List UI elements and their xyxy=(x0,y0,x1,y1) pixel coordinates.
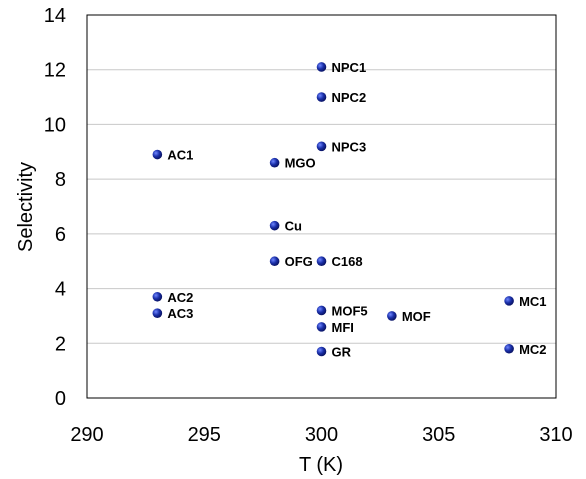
y-tick-label: 10 xyxy=(44,114,66,136)
point-label-ac2: AC2 xyxy=(167,290,193,305)
y-axis-title: Selectivity xyxy=(15,162,37,252)
point-label-ac1: AC1 xyxy=(167,148,193,163)
x-tick-label: 300 xyxy=(305,424,338,446)
data-point-npc2 xyxy=(316,92,327,102)
point-label-gr: GR xyxy=(332,344,352,359)
plot-area-frame xyxy=(86,14,557,399)
y-tick-label: 2 xyxy=(55,333,66,355)
y-tick-label: 4 xyxy=(55,279,66,301)
data-point-mof5 xyxy=(316,305,327,316)
data-point-ac2 xyxy=(152,291,163,302)
point-label-mc1: MC1 xyxy=(519,294,546,309)
data-point-ofg xyxy=(269,256,280,267)
gridlines xyxy=(87,69,556,344)
data-point-mc2 xyxy=(504,343,514,354)
point-label-npc2: NPC2 xyxy=(332,90,367,105)
point-label-ac3: AC3 xyxy=(167,306,193,321)
point-label-c168: C168 xyxy=(332,254,363,269)
y-tick-label: 8 xyxy=(55,169,66,191)
y-tick-label: 12 xyxy=(44,60,66,82)
y-tick-label: 14 xyxy=(44,5,66,27)
point-label-mof5: MOF5 xyxy=(332,303,368,318)
x-tick-label: 295 xyxy=(188,424,221,446)
data-point-ac3 xyxy=(152,308,163,318)
y-tick-label: 0 xyxy=(55,388,66,410)
data-point-npc1 xyxy=(316,62,327,72)
data-point-c168 xyxy=(316,256,327,267)
data-point-gr xyxy=(316,346,327,357)
point-label-mgo: MGO xyxy=(285,156,316,171)
data-point-npc3 xyxy=(316,141,327,152)
point-label-mc2: MC2 xyxy=(519,342,546,357)
point-label-ofg: OFG xyxy=(285,254,313,269)
y-tick-labels: 0 2 4 6 8 10 12 14 xyxy=(44,5,66,410)
x-axis-title: T (K) xyxy=(299,454,343,476)
data-point-mc1 xyxy=(504,296,514,306)
point-label-mfi: MFI xyxy=(332,320,354,335)
x-tick-label: 305 xyxy=(422,424,455,446)
y-tick-label: 6 xyxy=(55,224,66,246)
data-point-mof xyxy=(387,311,397,321)
data-point-mfi xyxy=(316,322,327,332)
point-label-cu: Cu xyxy=(285,219,302,234)
data-points xyxy=(152,62,514,357)
x-tick-label: 310 xyxy=(539,424,572,446)
x-tick-labels: 290 295 300 305 310 xyxy=(70,424,572,446)
point-label-npc3: NPC3 xyxy=(332,139,367,154)
point-label-mof: MOF xyxy=(402,309,431,324)
point-label-npc1: NPC1 xyxy=(332,60,367,75)
x-tick-label: 290 xyxy=(70,424,103,446)
data-point-mgo xyxy=(269,157,280,168)
data-point-cu xyxy=(269,220,280,231)
data-point-ac1 xyxy=(152,149,163,160)
